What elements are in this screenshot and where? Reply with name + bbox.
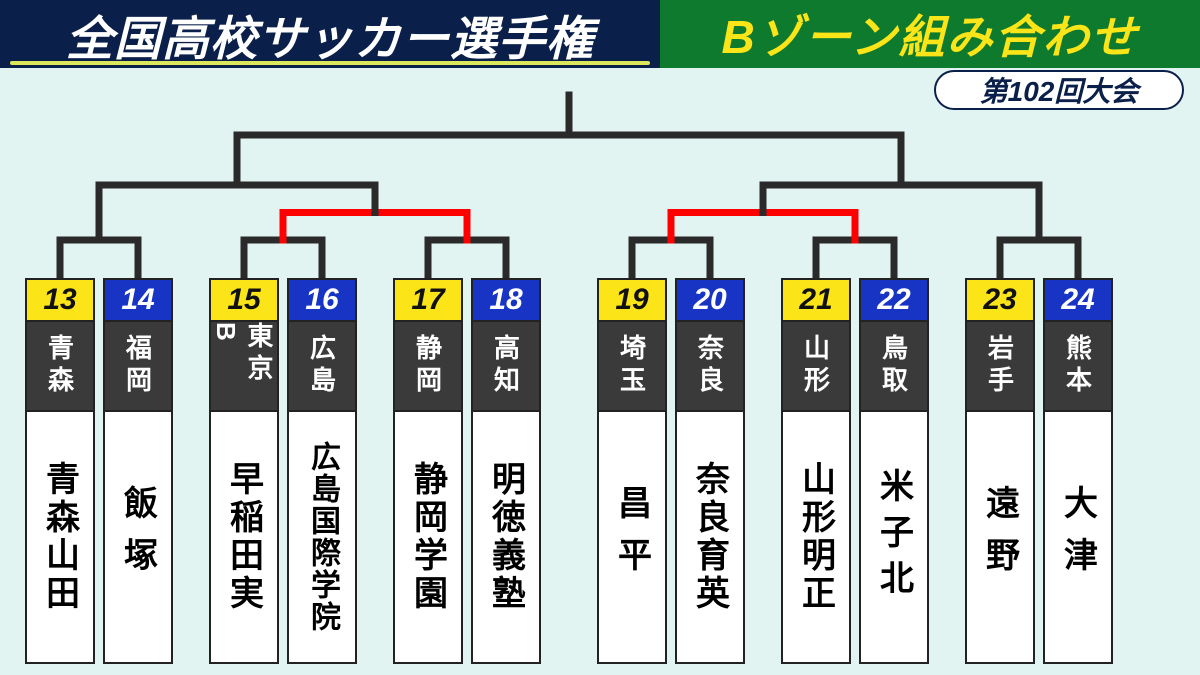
seed-number: 22 [861, 280, 927, 322]
team-group: 21山形山形明正22鳥取米子北 [781, 278, 929, 664]
team-group: 17静岡静岡学園18高知明徳義塾 [393, 278, 541, 664]
seed-number: 21 [783, 280, 849, 322]
prefecture-label: 奈良 [677, 322, 743, 412]
prefecture-label: 福岡 [105, 322, 171, 412]
team-group: 23岩手遠野24熊本大津 [965, 278, 1113, 664]
seed-number: 23 [967, 280, 1033, 322]
prefecture-label: 青森 [27, 322, 93, 412]
school-name: 明徳義塾 [473, 412, 539, 662]
school-name: 米子北 [861, 412, 927, 662]
title-right: Bゾーン組み合わせ [722, 1, 1139, 67]
prefecture-label: 静岡 [395, 322, 461, 412]
team-group: 15東京B早稲田実16広島広島国際学院 [209, 278, 357, 664]
prefecture-label: 広島 [289, 322, 355, 412]
prefecture-label: 埼玉 [599, 322, 665, 412]
header-right: Bゾーン組み合わせ [660, 0, 1200, 68]
seed-number: 24 [1045, 280, 1111, 322]
prefecture-label: 東京B [211, 322, 277, 412]
school-name: 広島国際学院 [289, 412, 355, 662]
team-card: 15東京B早稲田実 [209, 278, 279, 664]
header: 全国高校サッカー選手権 Bゾーン組み合わせ [0, 0, 1200, 68]
seed-number: 17 [395, 280, 461, 322]
teams-row: 13青森青森山田14福岡飯塚15東京B早稲田実16広島広島国際学院17静岡静岡学… [0, 278, 1200, 664]
seed-number: 16 [289, 280, 355, 322]
seed-number: 13 [27, 280, 93, 322]
bracket-area [0, 90, 1200, 290]
team-card: 19埼玉昌平 [597, 278, 667, 664]
team-card: 22鳥取米子北 [859, 278, 929, 664]
team-group: 13青森青森山田14福岡飯塚 [25, 278, 173, 664]
prefecture-label: 岩手 [967, 322, 1033, 412]
team-card: 18高知明徳義塾 [471, 278, 541, 664]
title-left: 全国高校サッカー選手権 [66, 0, 594, 69]
seed-number: 19 [599, 280, 665, 322]
prefecture-label: 高知 [473, 322, 539, 412]
team-card: 13青森青森山田 [25, 278, 95, 664]
school-name: 静岡学園 [395, 412, 461, 662]
header-underline [10, 61, 650, 65]
team-card: 17静岡静岡学園 [393, 278, 463, 664]
team-card: 21山形山形明正 [781, 278, 851, 664]
school-name: 奈良育英 [677, 412, 743, 662]
seed-number: 18 [473, 280, 539, 322]
school-name: 飯塚 [105, 412, 171, 662]
prefecture-label: 山形 [783, 322, 849, 412]
school-name: 早稲田実 [211, 412, 277, 662]
prefecture-label: 鳥取 [861, 322, 927, 412]
prefecture-label: 熊本 [1045, 322, 1111, 412]
team-card: 23岩手遠野 [965, 278, 1035, 664]
seed-number: 20 [677, 280, 743, 322]
school-name: 山形明正 [783, 412, 849, 662]
school-name: 大津 [1045, 412, 1111, 662]
team-group: 19埼玉昌平20奈良奈良育英 [597, 278, 745, 664]
school-name: 遠野 [967, 412, 1033, 662]
team-card: 24熊本大津 [1043, 278, 1113, 664]
header-left: 全国高校サッカー選手権 [0, 0, 660, 68]
team-card: 14福岡飯塚 [103, 278, 173, 664]
team-card: 20奈良奈良育英 [675, 278, 745, 664]
seed-number: 15 [211, 280, 277, 322]
seed-number: 14 [105, 280, 171, 322]
school-name: 昌平 [599, 412, 665, 662]
bracket-svg [0, 90, 1200, 290]
team-card: 16広島広島国際学院 [287, 278, 357, 664]
school-name: 青森山田 [27, 412, 93, 662]
